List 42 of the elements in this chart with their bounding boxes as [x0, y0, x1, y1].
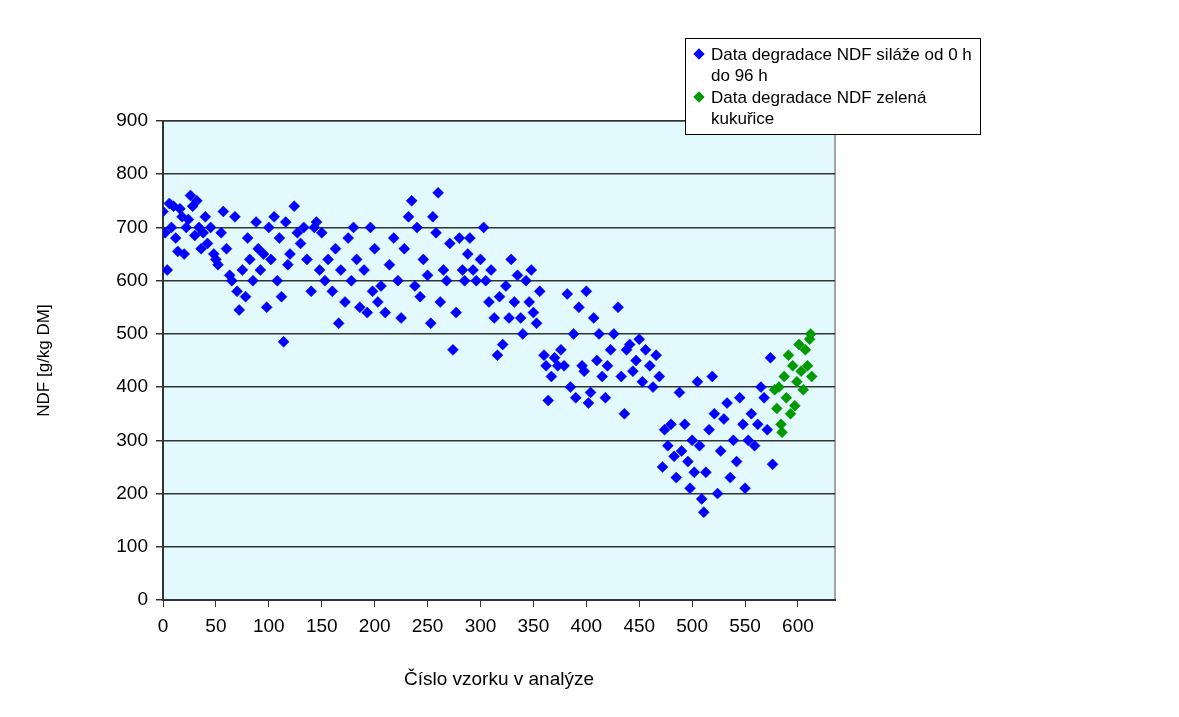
y-tick-label: 800: [116, 162, 148, 184]
x-axis-title: Číslo vzorku v analýze: [403, 667, 595, 689]
y-tick-label: 600: [116, 268, 148, 290]
x-tick-label: 400: [570, 614, 603, 636]
point: [805, 370, 818, 383]
y-axis-title: NDF [g/kg DM]: [33, 304, 53, 417]
x-tick-label: 500: [676, 614, 708, 636]
point: [799, 344, 812, 356]
x-tick-label: 350: [517, 614, 550, 636]
point: [780, 392, 793, 404]
x-tick-label: 250: [411, 614, 444, 636]
x-tick-label: 300: [464, 614, 497, 636]
point: [776, 426, 788, 439]
x-tick-label: 550: [729, 614, 761, 636]
point: [801, 360, 814, 372]
x-tick-label: 50: [205, 614, 227, 636]
x-tick-label: 600: [782, 614, 814, 636]
legend-label: Data degradace NDF zelená kukuřice: [711, 87, 928, 129]
point: [789, 399, 801, 412]
x-tick-label: 0: [157, 614, 169, 636]
point: [793, 338, 805, 351]
y-tick-label: 300: [116, 428, 148, 450]
x-tick-label: 150: [305, 614, 338, 636]
point: [778, 370, 790, 383]
point: [786, 360, 799, 372]
y-tick-label: 200: [116, 481, 148, 503]
x-tick-label: 450: [623, 614, 656, 636]
y-tick-label: 400: [116, 375, 148, 397]
y-tick-label: 0: [137, 588, 148, 610]
y-tick-label: 100: [116, 535, 148, 557]
y-tick-label: 500: [116, 322, 148, 344]
point: [771, 402, 783, 415]
point: [784, 407, 797, 420]
legend-label: Data degradace NDF siláže od 0 h do 96 h: [711, 44, 973, 86]
point: [795, 365, 807, 377]
point: [797, 384, 809, 396]
point: [791, 376, 803, 388]
y-tick-label: 900: [116, 109, 148, 131]
y-tick-label: 700: [116, 215, 148, 237]
x-tick-label: 200: [358, 614, 391, 636]
point: [782, 349, 795, 361]
x-tick-label: 100: [252, 614, 285, 636]
